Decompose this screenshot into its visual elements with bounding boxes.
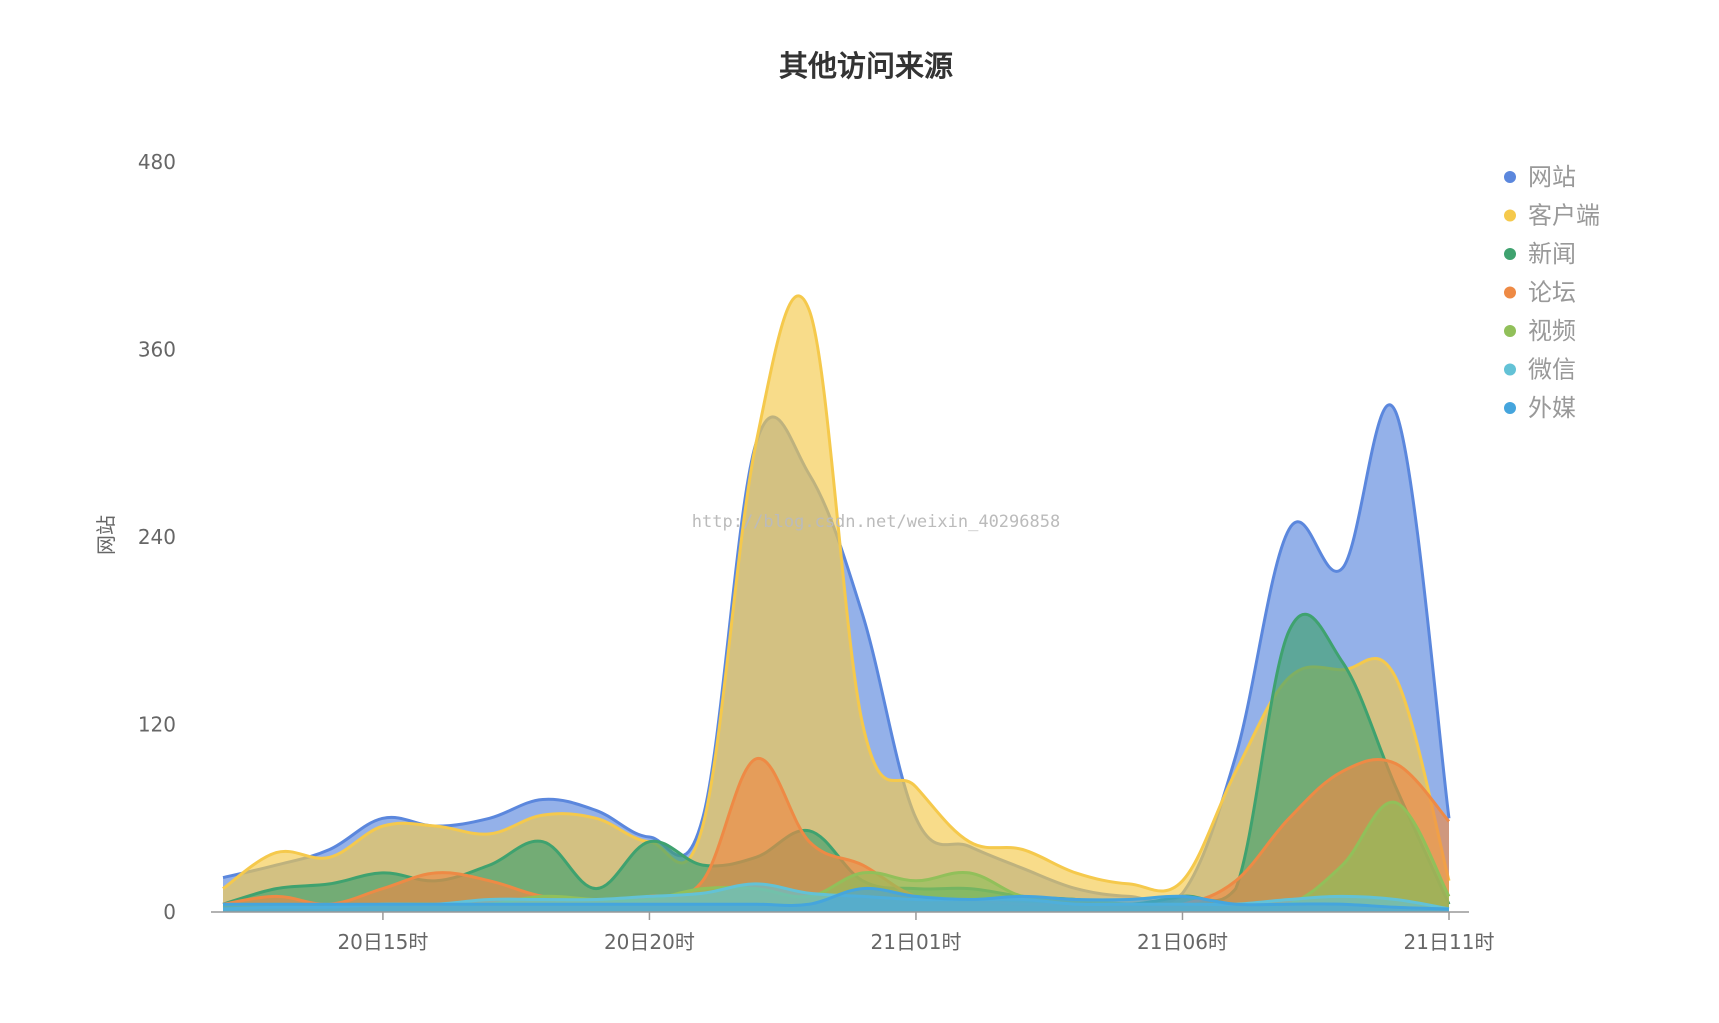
series-area-1 — [223, 295, 1449, 912]
legend-item[interactable]: 新闻 — [1504, 240, 1576, 268]
legend-label: 视频 — [1528, 317, 1576, 345]
series-line-6 — [222, 886, 1450, 911]
y-tick-label: 480 — [138, 150, 176, 174]
y-tick-label: 240 — [138, 525, 176, 549]
legend-item[interactable]: 网站 — [1504, 163, 1576, 191]
x-tick-label: 21日01时 — [871, 930, 962, 954]
legend-label: 网站 — [1528, 163, 1576, 191]
x-tick-label: 21日06时 — [1137, 930, 1228, 954]
legend-item[interactable]: 论坛 — [1504, 279, 1576, 307]
x-tick-label: 20日15时 — [337, 930, 428, 954]
y-tick-label: 0 — [163, 900, 176, 924]
x-tick-label: 20日20时 — [604, 930, 695, 954]
series-line-0 — [222, 403, 1451, 905]
legend-marker-icon — [1504, 402, 1516, 414]
legend-label: 外媒 — [1528, 394, 1576, 422]
legend-label: 微信 — [1528, 356, 1576, 384]
series-area-6 — [223, 888, 1449, 912]
y-tick-label: 120 — [138, 713, 176, 737]
legend-marker-icon — [1504, 248, 1516, 260]
legend-item[interactable]: 视频 — [1504, 317, 1576, 345]
legend-marker-icon — [1504, 209, 1516, 222]
legend-item[interactable]: 客户端 — [1504, 202, 1600, 230]
legend-marker-icon — [1504, 325, 1516, 337]
legend-marker-icon — [1504, 171, 1516, 183]
axes: 0 120 240 360 480 20日15时 20日20时 21日01时 21日06时 21日… — [138, 150, 1495, 954]
series-line-1 — [222, 294, 1451, 893]
legend-label: 客户端 — [1528, 202, 1600, 230]
legend-item[interactable]: 微信 — [1504, 356, 1576, 384]
legend-marker-icon — [1504, 286, 1516, 299]
x-tick-label: 21日11时 — [1404, 930, 1495, 954]
legend-item[interactable]: 外媒 — [1504, 394, 1576, 422]
series-line-3 — [222, 757, 1451, 908]
y-axis-label: 网站 — [94, 515, 118, 555]
series-areas — [222, 294, 1451, 912]
legend-label: 论坛 — [1528, 279, 1576, 307]
legend-marker-icon — [1504, 363, 1516, 376]
chart-title: 其他访问来源 — [779, 49, 953, 83]
y-tick-label: 360 — [138, 338, 176, 362]
watermark-text: http://blog.csdn.net/weixin_40296858 — [692, 512, 1060, 532]
legend-label: 新闻 — [1528, 240, 1576, 268]
